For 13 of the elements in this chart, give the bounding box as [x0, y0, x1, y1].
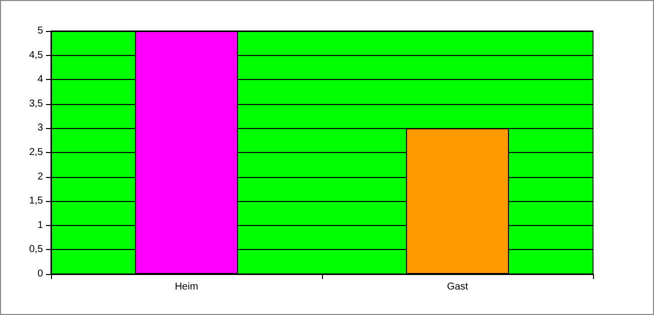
y-tick-label: 0,5	[29, 244, 44, 256]
x-tick-label: Gast	[446, 282, 468, 292]
y-tick-label: 0	[37, 268, 44, 280]
y-tick-label: 2	[37, 171, 44, 182]
y-tick-label: 1	[37, 220, 44, 231]
y-tick-label: 5	[37, 26, 44, 36]
y-tick-label: 3,5	[29, 98, 44, 110]
y-tick-label: 1,5	[29, 196, 44, 207]
y-tick-label: 2,5	[29, 147, 44, 158]
y-tick-label: 3	[37, 122, 44, 134]
y-tick-label: 4,5	[29, 50, 44, 61]
y-tick-label: 4	[37, 74, 44, 86]
x-tick-label: Heim	[174, 282, 198, 292]
